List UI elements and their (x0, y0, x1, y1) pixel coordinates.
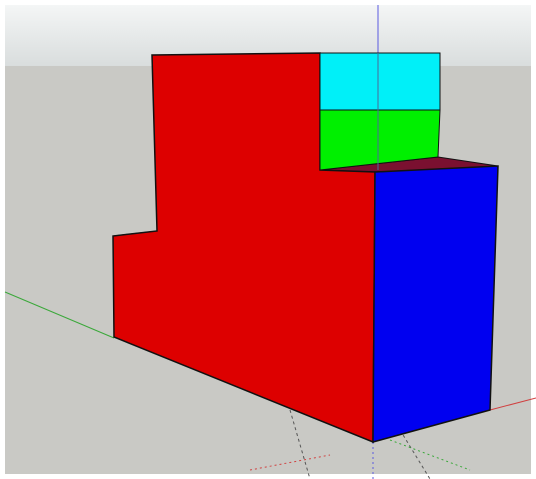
guide-line (249, 454, 331, 471)
side-face (372, 165, 499, 443)
cyan-face (319, 52, 441, 111)
red-axis (489, 397, 536, 411)
green-axis (4, 291, 115, 339)
guide-line (389, 439, 471, 471)
green-face (319, 109, 441, 171)
